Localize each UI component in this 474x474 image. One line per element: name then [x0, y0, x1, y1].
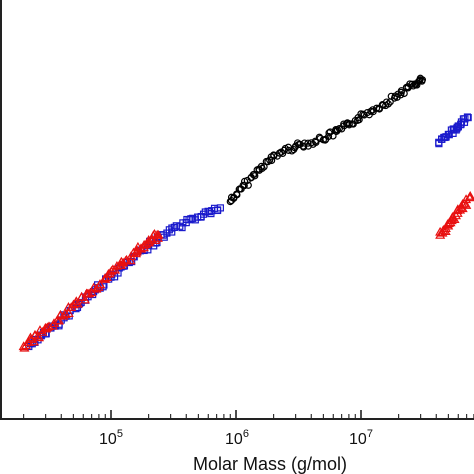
- plot-frame: [0, 0, 474, 420]
- data-point: [464, 113, 472, 122]
- data-point-fill: [63, 308, 74, 317]
- series-triangle: [18, 191, 474, 352]
- data-point-fill: [244, 181, 252, 189]
- data-point: [465, 192, 474, 201]
- data-point-fill: [445, 131, 453, 139]
- data-point-fill: [34, 332, 45, 342]
- x-tick-label-1e7: 107: [349, 428, 373, 448]
- data-point-fill: [408, 80, 416, 88]
- data-points: [18, 74, 474, 352]
- data-point: [382, 98, 391, 106]
- data-point-fill: [197, 212, 205, 221]
- data-point-fill: [437, 227, 448, 237]
- data-point-fill: [400, 89, 408, 98]
- data-point-fill: [150, 235, 161, 244]
- data-point-fill: [384, 100, 392, 108]
- data-point-fill: [94, 279, 106, 288]
- x-tick-label-1e5: 105: [99, 428, 123, 448]
- data-point-fill: [312, 138, 320, 147]
- data-point-fill: [240, 182, 248, 190]
- data-point: [216, 204, 224, 212]
- data-point-fill: [251, 172, 259, 180]
- data-point-fill: [60, 309, 71, 318]
- data-point-fill: [79, 294, 90, 304]
- data-point-fill: [53, 315, 65, 325]
- data-point-fill: [372, 104, 381, 112]
- data-point: [324, 132, 333, 141]
- data-point-fill: [284, 146, 293, 154]
- data-point-fill: [438, 224, 449, 234]
- data-point-fill: [91, 283, 102, 293]
- data-point-fill: [258, 164, 266, 173]
- data-point-fill: [459, 198, 470, 208]
- data-point-fill: [125, 255, 136, 265]
- data-point-fill: [72, 298, 83, 308]
- data-point-fill: [84, 288, 95, 298]
- data-point-fill: [300, 143, 308, 151]
- data-point-fill: [349, 120, 357, 128]
- x-axis-title: Molar Mass (g/mol): [193, 454, 347, 474]
- x-tick-label-1e6: 106: [225, 428, 249, 448]
- major-ticks: [110, 410, 362, 419]
- data-point: [307, 139, 315, 147]
- data-point: [153, 229, 164, 239]
- data-point-fill: [178, 223, 186, 232]
- data-point: [418, 76, 427, 84]
- data-point-fill: [270, 152, 278, 160]
- series-circle: [226, 74, 427, 206]
- minor-ticks: [23, 414, 474, 419]
- data-point: [455, 204, 466, 214]
- data-point-fill: [128, 247, 139, 257]
- data-point-fill: [461, 200, 472, 209]
- data-point: [264, 158, 272, 166]
- data-point-fill: [304, 139, 312, 147]
- x-tick-labels: 105 106 107: [99, 428, 373, 448]
- data-point-fill: [28, 336, 39, 346]
